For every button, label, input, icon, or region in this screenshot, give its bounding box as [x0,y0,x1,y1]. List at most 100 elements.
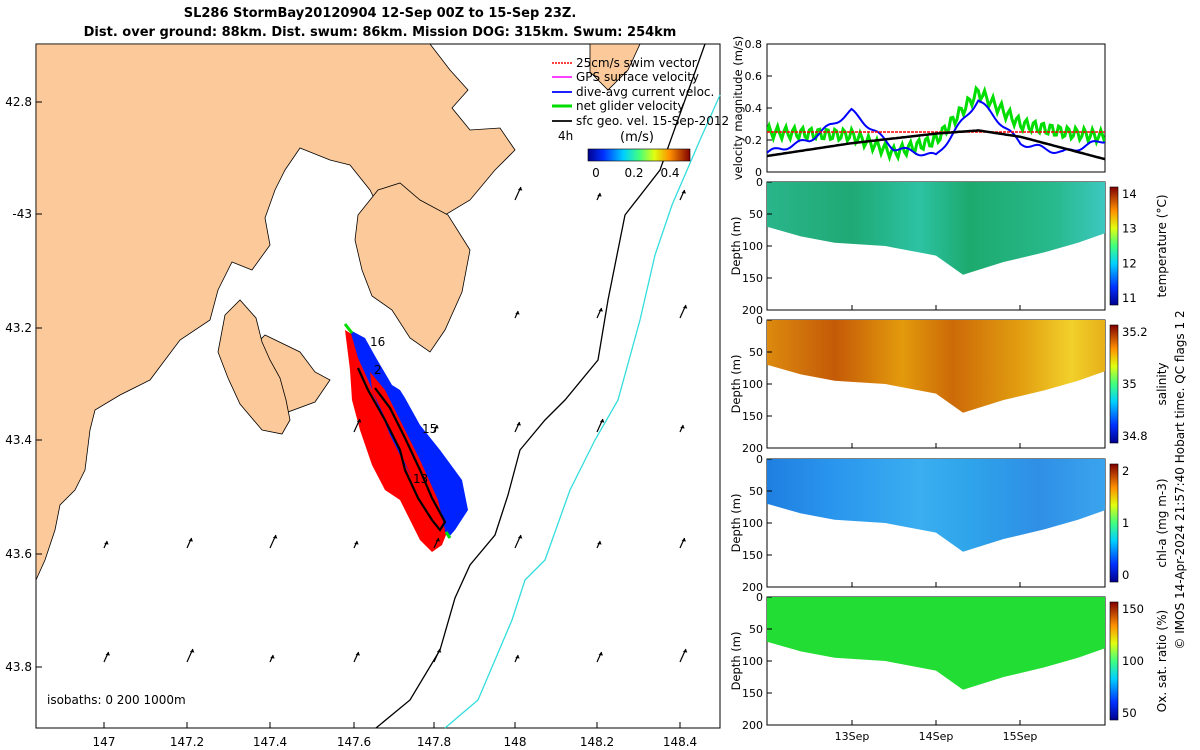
depth-tick-label: 150 [742,410,763,423]
section-data-field [767,320,1105,413]
depth-tick-label: 150 [742,549,763,562]
geo-vector-head [517,187,523,191]
map-x-axis: 147 147.2 147.4 147.6 147.8 148 148.2 148.4 [93,722,697,749]
colorbar-tick-label: 0 [1122,568,1129,582]
day-label-15: 15 [422,422,437,436]
map-panel: 16 2 15 13 25cm/s swim vector GPS surfac… [5,43,729,749]
legend-note-4h: 4h [558,129,573,143]
chart-title: SL286 StormBay20120904 12-Sep 00Z to 15-… [0,4,760,42]
depth-tick-label: 150 [742,272,763,285]
colorbar-tick-label: 14 [1122,187,1137,201]
section-data-field [767,182,1105,275]
velocity-line-sfc-geo [767,129,1105,161]
colorbar-tick-label: 13 [1122,222,1137,236]
geo-vector-head [598,652,603,656]
geo-vector-head [105,652,110,656]
depth-tick-label: 200 [742,304,763,317]
colorbar-tick-label: 35 [1122,377,1137,391]
depth-tick-label: 100 [742,517,763,530]
depth-tick-label: 200 [742,581,763,594]
colorbar-tick-label: 35.2 [1122,325,1148,339]
colorbar-tick-label: 1 [1122,516,1129,530]
isobaths-note: isobaths: 0 200 1000m [47,693,186,707]
geo-vector-head [597,541,602,545]
geostrophic-vector-field [103,186,688,663]
section-chla: 0 50 100 150 200 Depth (m) 0 1 2 chl-a (mg m-3) [729,453,1169,594]
depth-tick-label: 0 [756,314,763,327]
map-y-tick-label: 43.4 [5,433,32,447]
red-swim-inner [370,372,445,532]
map-y-tick-label: 42.8 [5,95,32,109]
title-line-2: Dist. over ground: 88km. Dist. swum: 86k… [83,25,677,40]
depth-tick-label: 200 [742,442,763,455]
colorbar-tick-label: 12 [1122,256,1137,270]
geo-vector-head [680,425,685,429]
geo-vector-head [435,538,440,542]
land-tasman-peninsula-north [354,182,471,353]
colorbar-tick-label: 50 [1122,706,1137,720]
depth-tick-label: 50 [749,208,763,221]
legend-net-glider-velocity: net glider velocity [576,99,684,113]
map-x-tick-label: 147.8 [417,735,451,749]
geo-vector-head [515,655,520,659]
map-x-tick-label: 148.4 [663,735,697,749]
green-net-velocity [343,323,354,334]
colorbar-label: chl-a (mg m-3) [1155,478,1169,567]
depth-tick-label: 50 [749,623,763,636]
geo-vector-head [270,655,275,659]
geo-vector-head [681,538,686,542]
depth-axis-label: Depth (m) [729,355,743,414]
map-x-tick-label: 147 [93,735,116,749]
geo-vector-head [272,535,278,539]
geo-vector-head [515,311,520,315]
colorbar-label: salinity [1155,362,1169,405]
geo-vector-head [516,422,521,426]
map-y-axis: 42.8 -43 43.2 43.4 43.6 43.8 [5,95,42,674]
day-label-16: 16 [370,335,385,349]
colorbar-label: temperature (°C) [1155,195,1169,298]
credit-line: © IMOS 14-Apr-2024 21:57:40 Hobart time.… [1173,310,1187,649]
map-x-tick-label: 147.6 [337,735,371,749]
velocity-y-tick-label: 0.4 [745,102,763,115]
geo-vector-head [188,538,193,542]
geo-vector-head [356,419,362,423]
depth-tick-label: 100 [742,378,763,391]
time-tick-15sep: 15Sep [1003,730,1038,743]
map-x-tick-label: 147.2 [170,735,204,749]
geo-vector-head [597,193,602,197]
map-x-tick-label: 147.4 [253,735,287,749]
legend-sfc-geo-vel: sfc geo. vel. 15-Sep-2012 [576,114,729,128]
colorbar-tick-0.4: 0.4 [660,166,679,180]
depth-tick-label: 100 [742,240,763,253]
day-label-13: 13 [413,472,428,486]
time-tick-14sep: 14Sep [919,730,954,743]
colorbar-tick-0.2: 0.2 [624,166,643,180]
velocity-y-axis: 0 0.2 0.4 0.6 0.8 [745,38,772,179]
geo-vector-head [434,425,439,429]
geo-vector-head [682,649,688,653]
depth-axis-label: Depth (m) [729,217,743,276]
velocity-y-tick-label: 0.2 [745,134,763,147]
depth-tick-label: 100 [742,655,763,668]
section-data-field [767,459,1105,552]
velocity-series [767,85,1105,163]
map-y-tick-label: 43.6 [5,547,32,561]
depth-tick-label: 0 [756,453,763,466]
velocity-line-net-glider [767,85,1105,163]
blue-current-track [350,330,468,538]
depth-axis-label: Depth (m) [729,494,743,553]
title-line-1: SL286 StormBay20120904 12-Sep 00Z to 15-… [183,6,577,21]
section-data-field [767,597,1105,690]
speed-colorbar [587,148,691,162]
depth-tick-label: 0 [756,176,763,189]
velocity-y-tick-label: 0 [755,166,762,179]
map-y-tick-label: 43.8 [5,660,32,674]
section-salinity: 0 50 100 150 200 Depth (m) 34.8 35 35.2 salinity [729,314,1169,455]
velocity-y-tick-label: 0.6 [745,70,763,83]
section-colorbar [1109,324,1119,444]
geo-vector-head [682,305,688,309]
section-colorbar [1109,186,1119,306]
colorbar-unit-label: (m/s) [620,130,654,145]
legend-gps-velocity: GPS surface velocity [576,70,699,84]
